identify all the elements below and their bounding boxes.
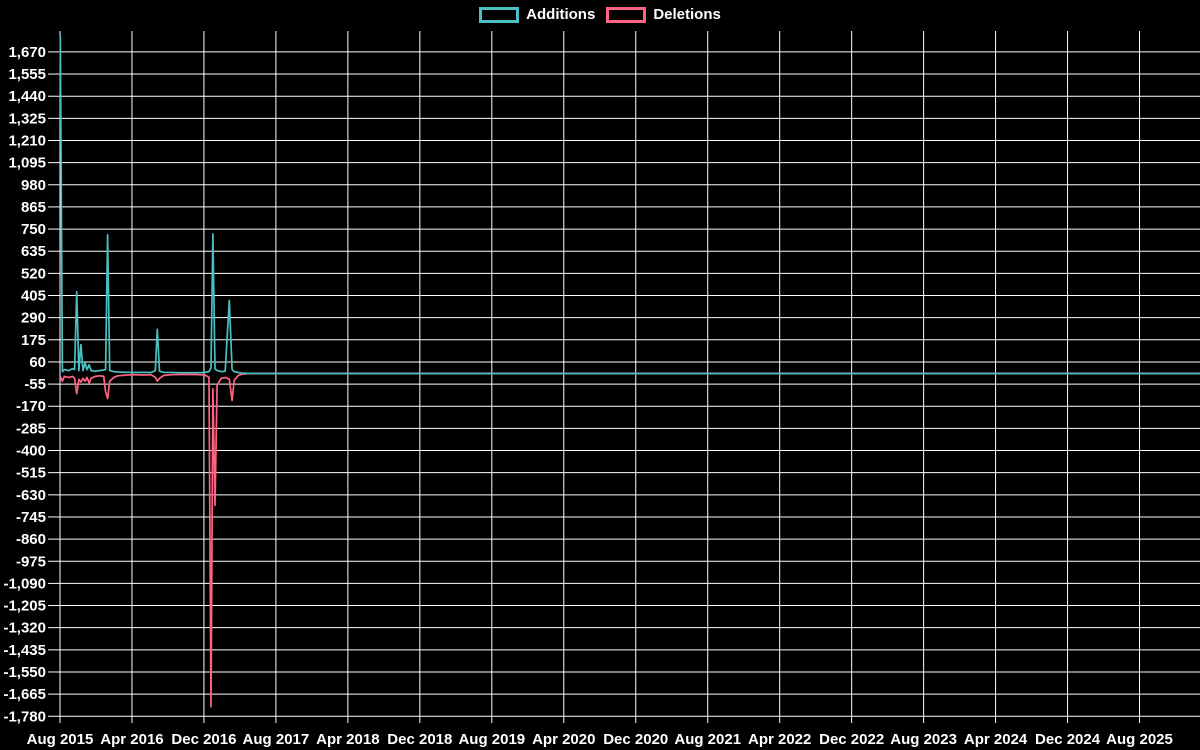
y-tick-label: 1,210 — [8, 132, 46, 149]
y-tick-label: -1,320 — [3, 620, 46, 637]
y-tick-label: -1,435 — [3, 642, 46, 659]
x-tick-label: Aug 2017 — [243, 731, 310, 748]
x-tick-label: Apr 2016 — [100, 731, 163, 748]
additions-swatch-icon — [479, 7, 520, 23]
chart-legend: Additions Deletions — [0, 7, 1200, 23]
y-tick-label: -1,090 — [3, 575, 46, 592]
y-tick-label: 1,670 — [8, 44, 46, 61]
y-tick-label: -860 — [16, 531, 46, 548]
x-tick-label: Aug 2015 — [27, 731, 94, 748]
y-tick-label: 60 — [29, 354, 46, 371]
x-tick-label: Aug 2019 — [458, 731, 525, 748]
x-tick-label: Aug 2021 — [674, 731, 741, 748]
y-tick-label: -745 — [16, 509, 46, 526]
y-tick-label: 1,325 — [8, 110, 46, 127]
x-tick-label: Dec 2016 — [171, 731, 236, 748]
y-tick-label: 290 — [21, 310, 46, 327]
additions-line — [59, 35, 1200, 375]
y-tick-label: -55 — [24, 376, 46, 393]
x-tick-label: Dec 2024 — [1035, 731, 1101, 748]
y-tick-label: 405 — [21, 288, 46, 305]
y-tick-label: -1,205 — [3, 598, 46, 615]
y-tick-label: -400 — [16, 443, 46, 460]
x-tick-label: Dec 2018 — [387, 731, 452, 748]
x-tick-label: Dec 2022 — [819, 731, 884, 748]
x-tick-label: Aug 2023 — [890, 731, 957, 748]
x-tick-label: Apr 2022 — [748, 731, 811, 748]
legend-item-deletions[interactable]: Deletions — [606, 7, 721, 23]
y-tick-label: 1,555 — [8, 66, 46, 83]
legend-label-deletions: Deletions — [653, 6, 721, 23]
y-tick-label: 175 — [21, 332, 46, 349]
legend-item-additions[interactable]: Additions — [479, 7, 595, 23]
y-tick-label: 865 — [21, 199, 46, 216]
y-tick-label: 750 — [21, 221, 46, 238]
x-tick-label: Apr 2020 — [532, 731, 595, 748]
y-tick-label: -975 — [16, 553, 46, 570]
x-tick-label: Aug 2025 — [1106, 731, 1173, 748]
y-tick-label: -285 — [16, 420, 46, 437]
x-tick-label: Dec 2020 — [603, 731, 668, 748]
y-tick-label: -515 — [16, 465, 46, 482]
legend-label-additions: Additions — [526, 6, 596, 23]
y-tick-label: -1,665 — [3, 686, 46, 703]
x-tick-label: Apr 2024 — [964, 731, 1028, 748]
y-tick-label: -630 — [16, 487, 46, 504]
y-tick-label: -1,550 — [3, 664, 46, 681]
x-tick-label: Apr 2018 — [316, 731, 379, 748]
y-tick-label: 980 — [21, 177, 46, 194]
y-tick-label: -170 — [16, 398, 46, 415]
y-tick-label: 1,440 — [8, 88, 46, 105]
y-tick-label: -1,780 — [3, 708, 46, 725]
y-tick-label: 1,095 — [8, 155, 46, 172]
y-tick-label: 520 — [21, 265, 46, 282]
y-tick-label: 635 — [21, 243, 46, 260]
deletions-swatch-icon — [606, 7, 647, 23]
deletions-line — [59, 372, 1200, 708]
